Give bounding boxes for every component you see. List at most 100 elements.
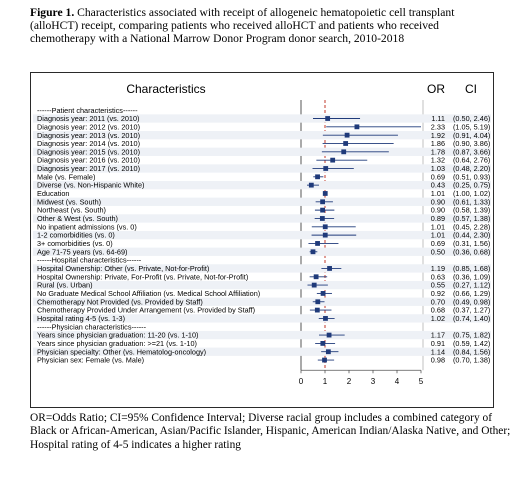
or-marker [323, 166, 329, 171]
or-value: 1.11 [431, 114, 445, 123]
ci-value: (0.57, 1.38) [453, 214, 490, 223]
ci-value: (0.85, 1.68) [453, 264, 490, 273]
row-label: Physician sex: Female (vs. Male) [37, 356, 144, 365]
or-marker [314, 307, 320, 313]
or-marker [325, 116, 331, 121]
x-tick-label: 3 [371, 377, 376, 386]
row-band [33, 180, 491, 190]
or-value: 0.92 [431, 289, 445, 298]
row-label: No Graduate Medical School Affiliation (… [37, 289, 260, 298]
section-header: ------Hospital characteristics------ [37, 256, 142, 265]
ci-value: (0.66, 1.29) [453, 289, 490, 298]
row-label: Physician specialty: Other (vs. Hematolo… [37, 347, 206, 356]
figure-label: Figure 1. [30, 6, 75, 19]
or-value: 1.01 [431, 222, 445, 231]
or-marker [325, 349, 331, 355]
or-value: 1.01 [431, 189, 445, 198]
row-label: Education [37, 189, 69, 198]
row-label: Diagnosis year: 2012 (vs. 2010) [37, 122, 140, 131]
row-band [33, 264, 491, 273]
ci-value: (0.45, 2.28) [453, 222, 490, 231]
ci-value: (0.74, 1.40) [453, 314, 490, 323]
or-value: 0.69 [431, 239, 445, 248]
ci-value: (0.51, 0.93) [453, 172, 490, 181]
or-value: 1.78 [431, 147, 445, 156]
ci-value: (1.00, 1.02) [453, 189, 490, 198]
x-tick-label: 5 [419, 377, 424, 386]
ci-value: (0.75, 1.82) [453, 331, 490, 340]
or-value: 0.70 [431, 297, 445, 306]
row-label: Diagnosis year: 2013 (vs. 2010) [37, 131, 140, 140]
row-label: Hospital Ownership: Private, For-Profit … [37, 272, 248, 281]
row-band [33, 330, 491, 340]
ci-value: (0.48, 2.20) [453, 164, 490, 173]
figure-footnote: OR=Odds Ratio; CI=95% Confidence Interva… [30, 412, 511, 451]
or-value: 1.32 [431, 156, 445, 165]
ci-value: (0.58, 1.39) [453, 206, 490, 215]
row-band [33, 147, 491, 156]
or-marker [343, 141, 349, 146]
ci-value: (0.59, 1.42) [453, 339, 490, 348]
or-value: 0.50 [431, 247, 445, 256]
or-header: OR [427, 82, 445, 96]
or-value: 0.90 [431, 206, 445, 215]
row-label: Diverse (vs. Non-Hispanic White) [37, 181, 144, 190]
ci-value: (0.90, 3.86) [453, 139, 490, 148]
or-marker [322, 224, 328, 230]
or-value: 0.90 [431, 197, 445, 206]
or-marker [315, 241, 320, 246]
or-value: 1.19 [431, 264, 445, 273]
or-marker [313, 274, 319, 280]
row-band [33, 280, 491, 290]
or-value: 1.14 [431, 347, 445, 356]
ci-value: (0.50, 2.46) [453, 114, 490, 123]
row-label: Chemotherapy Not Provided (vs. Provided … [37, 297, 203, 306]
characteristics-header: Characteristics [126, 82, 205, 96]
ci-header: CI [465, 82, 477, 96]
or-value: 1.17 [431, 331, 445, 340]
ci-value: (0.36, 1.09) [453, 272, 490, 281]
row-band [33, 164, 491, 173]
row-label: Diagnosis year: 2014 (vs. 2010) [37, 139, 140, 148]
or-marker [320, 291, 326, 296]
or-value: 0.63 [431, 272, 445, 281]
or-value: 0.91 [431, 339, 445, 348]
or-marker [315, 299, 321, 305]
or-value: 0.98 [431, 356, 445, 365]
ci-value: (0.25, 0.75) [453, 181, 490, 190]
or-value: 0.43 [431, 181, 445, 190]
section-header: ------Patient characteristics------ [37, 106, 138, 115]
row-band [33, 114, 491, 123]
ci-value: (0.37, 1.27) [453, 306, 490, 315]
row-label: Diagnosis year: 2015 (vs. 2010) [37, 147, 140, 156]
or-value: 2.33 [431, 122, 445, 131]
row-band [33, 197, 491, 206]
row-label: Diagnosis year: 2016 (vs. 2010) [37, 156, 140, 165]
or-value: 0.68 [431, 306, 445, 315]
figure-caption: Figure 1. Characteristics associated wit… [30, 6, 500, 45]
row-band [33, 347, 491, 356]
or-value: 0.55 [431, 281, 445, 290]
or-value: 1.02 [431, 314, 445, 323]
or-marker [320, 199, 325, 205]
row-label: Hospital Ownership: Other (vs. Private, … [37, 264, 209, 273]
ci-value: (0.91, 4.04) [453, 131, 490, 140]
ci-value: (0.70, 1.38) [453, 356, 490, 365]
or-value: 0.89 [431, 214, 445, 223]
or-marker [320, 341, 326, 346]
or-marker [319, 216, 325, 221]
ci-value: (0.27, 1.12) [453, 281, 490, 290]
or-marker [322, 357, 327, 363]
forest-plot: Characteristics OR CI 0 1 2 3 4 5 ------Patie… [33, 82, 491, 386]
or-marker [354, 124, 360, 130]
row-band [33, 130, 491, 140]
or-marker [320, 207, 325, 213]
row-band [33, 297, 491, 306]
ci-value: (1.05, 5.19) [453, 122, 490, 131]
row-band [33, 247, 491, 256]
ci-value: (0.36, 0.68) [453, 247, 490, 256]
row-label: Hospital rating 4-5 (vs. 1-3) [37, 314, 125, 323]
or-marker [330, 157, 336, 163]
or-value: 1.03 [431, 164, 445, 173]
or-marker [308, 182, 314, 188]
